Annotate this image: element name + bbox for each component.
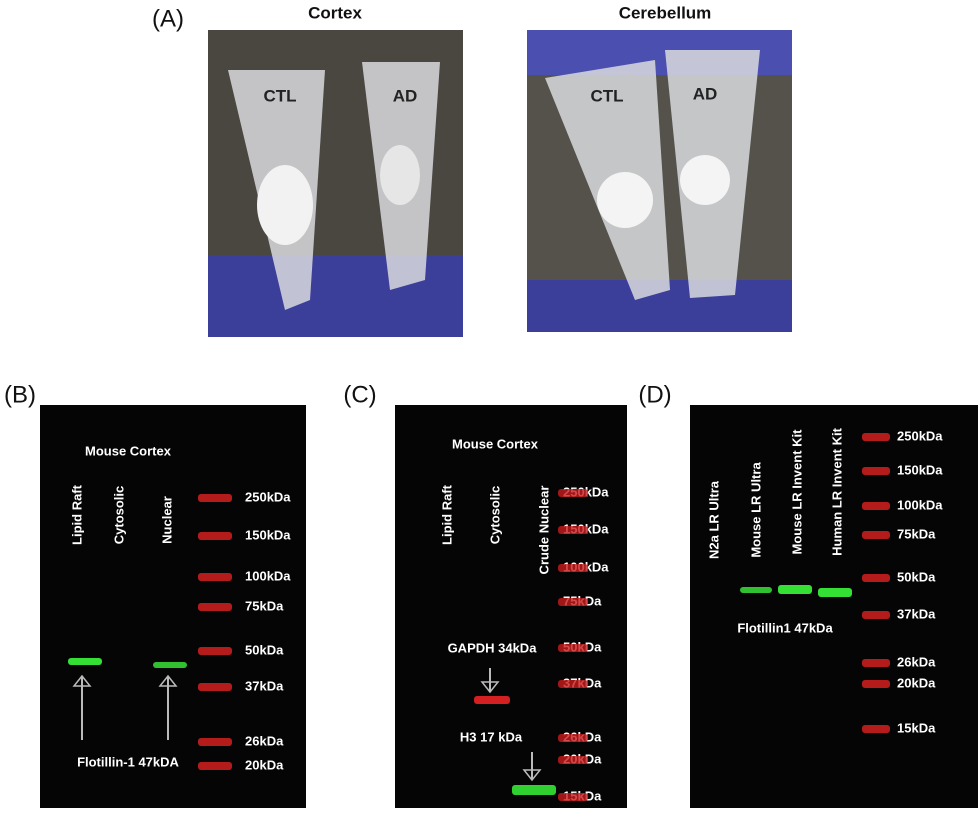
panel-title: Cerebellum [619,3,712,22]
panel-title: Cortex [308,3,362,22]
blot-c [395,405,627,808]
band [512,785,556,795]
panel-label: (C) [343,381,376,408]
lane-label: Lipid Raft [69,484,84,545]
panel-label: (B) [4,381,36,408]
marker-label: 20kDa [245,757,284,772]
band [558,489,588,497]
band [198,573,232,581]
band [198,647,232,655]
marker-label: 100kDa [245,568,291,583]
band [474,696,510,704]
lane-label: Nuclear [159,496,174,544]
band [198,603,232,611]
lane-label: Human LR Invent Kit [829,427,844,556]
pellet [380,145,420,205]
blot-b [40,405,306,808]
lane-label: Crude Nuclear [536,486,551,575]
pellet [257,165,313,245]
band [558,793,588,801]
blot-layer: Mouse Cortex Lipid Raft Cytosolic Nuclear 25… [68,427,943,803]
blot-d [690,405,978,808]
lane-label: N2a LR Ultra [706,480,721,559]
band [862,574,890,582]
lane-label: Mouse LR Ultra [748,462,763,558]
band [558,526,588,534]
band [558,756,588,764]
lane-label: Cytosolic [487,486,502,545]
marker-label: 150kDa [245,527,291,542]
marker-label: 26kDa [897,654,936,669]
panel-label: (D) [638,381,671,408]
sample-label: Mouse Cortex [85,443,172,458]
band [862,467,890,475]
band [862,433,890,441]
tube-label: CTL [590,86,623,105]
marker-label: 37kDa [245,678,284,693]
band [862,502,890,510]
pellet [680,155,730,205]
band [198,494,232,502]
cortex-photo [208,30,463,337]
band [862,659,890,667]
arrow-head [158,674,178,687]
arrow-head [72,674,92,687]
pellet [597,172,653,228]
band-label: GAPDH 34kDa [448,640,538,655]
marker-label: 15kDa [897,720,936,735]
marker-label: 50kDa [245,642,284,657]
marker-label: 150kDa [897,462,943,477]
band [198,532,232,540]
band [558,734,588,742]
tube-label: CTL [263,86,296,105]
band [862,680,890,688]
tube-label: AD [393,86,418,105]
arrow-head [522,769,542,782]
lane-label: Lipid Raft [439,484,454,545]
marker-label: 250kDa [897,428,943,443]
band [198,738,232,746]
band [558,564,588,572]
marker-label: 37kDa [897,606,936,621]
band [558,680,588,688]
marker-label: 26kDa [245,733,284,748]
band [862,531,890,539]
band [558,644,588,652]
panel-label: (A) [152,5,184,32]
lane-label: Cytosolic [111,486,126,545]
band [862,611,890,619]
band [153,662,187,668]
band [862,725,890,733]
sample-label: Mouse Cortex [452,436,539,451]
lane-label: Mouse LR Invent Kit [789,429,804,555]
cerebellum-photo [527,30,792,332]
band [558,598,588,606]
band-label: Flotillin-1 47kDA [77,754,179,769]
band [740,587,772,593]
marker-label: 50kDa [897,569,936,584]
marker-label: 75kDa [897,526,936,541]
marker-label: 100kDa [897,497,943,512]
band [818,588,852,597]
band-label: H3 17 kDa [460,729,523,744]
band [68,658,102,665]
arrow-head [480,681,500,694]
marker-label: 20kDa [897,675,936,690]
band [198,762,232,770]
marker-label: 75kDa [245,598,284,613]
band [198,683,232,691]
band-label: Flotillin1 47kDa [737,620,833,635]
tube-label: AD [693,84,718,103]
band [778,585,812,594]
marker-label: 250kDa [245,489,291,504]
